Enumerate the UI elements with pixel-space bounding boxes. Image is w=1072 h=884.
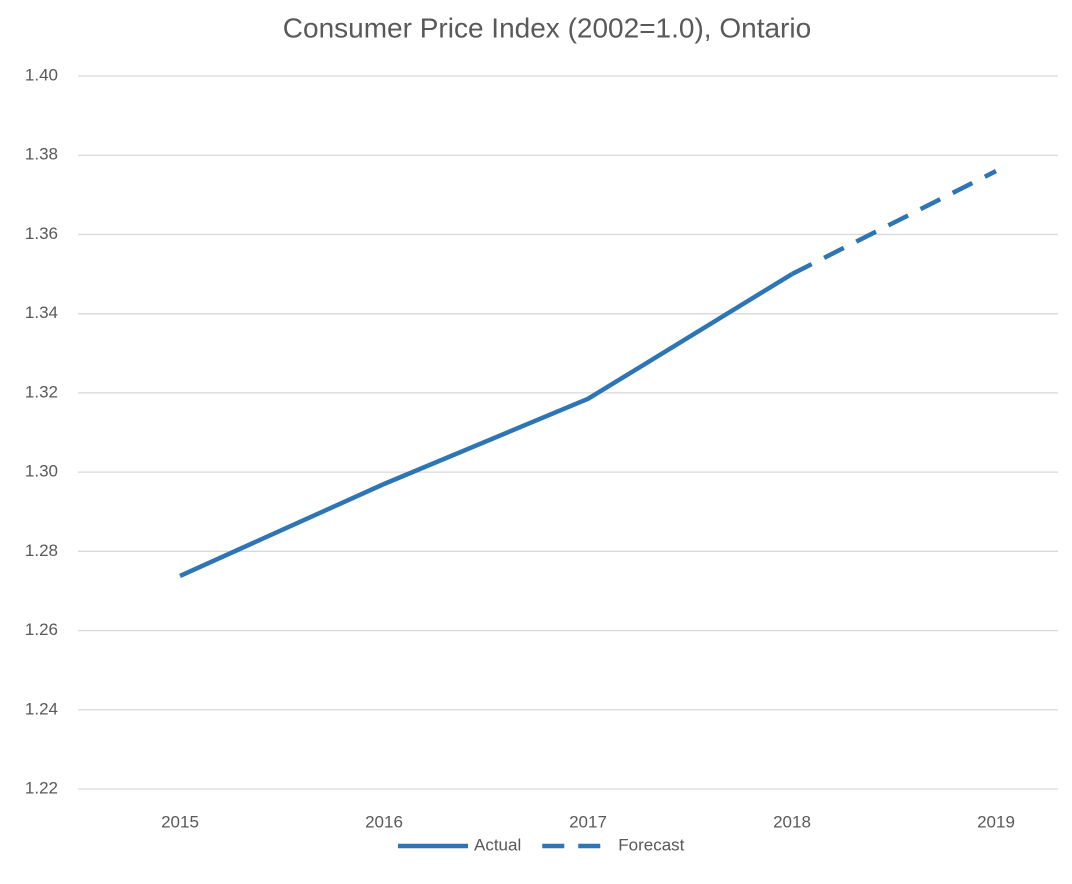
y-tick-label: 1.36 — [25, 224, 58, 243]
x-tick-label: 2015 — [161, 812, 199, 831]
y-tick-label: 1.30 — [25, 462, 58, 481]
x-tick-label: 2019 — [977, 812, 1015, 831]
legend-label: Actual — [474, 835, 521, 854]
x-tick-label: 2017 — [569, 812, 607, 831]
y-tick-label: 1.28 — [25, 541, 58, 560]
x-tick-label: 2018 — [773, 812, 811, 831]
legend-label: Forecast — [618, 835, 684, 854]
y-tick-label: 1.40 — [25, 65, 58, 84]
series-line — [179, 272, 794, 578]
x-tick-label: 2016 — [365, 812, 403, 831]
y-tick-label: 1.22 — [25, 778, 58, 797]
series-line — [790, 169, 998, 277]
chart-title: Consumer Price Index (2002=1.0), Ontario — [283, 12, 811, 43]
y-tick-label: 1.26 — [25, 620, 58, 639]
y-tick-label: 1.34 — [25, 303, 58, 322]
y-tick-label: 1.32 — [25, 382, 58, 401]
y-tick-label: 1.38 — [25, 145, 58, 164]
y-tick-label: 1.24 — [25, 699, 58, 718]
